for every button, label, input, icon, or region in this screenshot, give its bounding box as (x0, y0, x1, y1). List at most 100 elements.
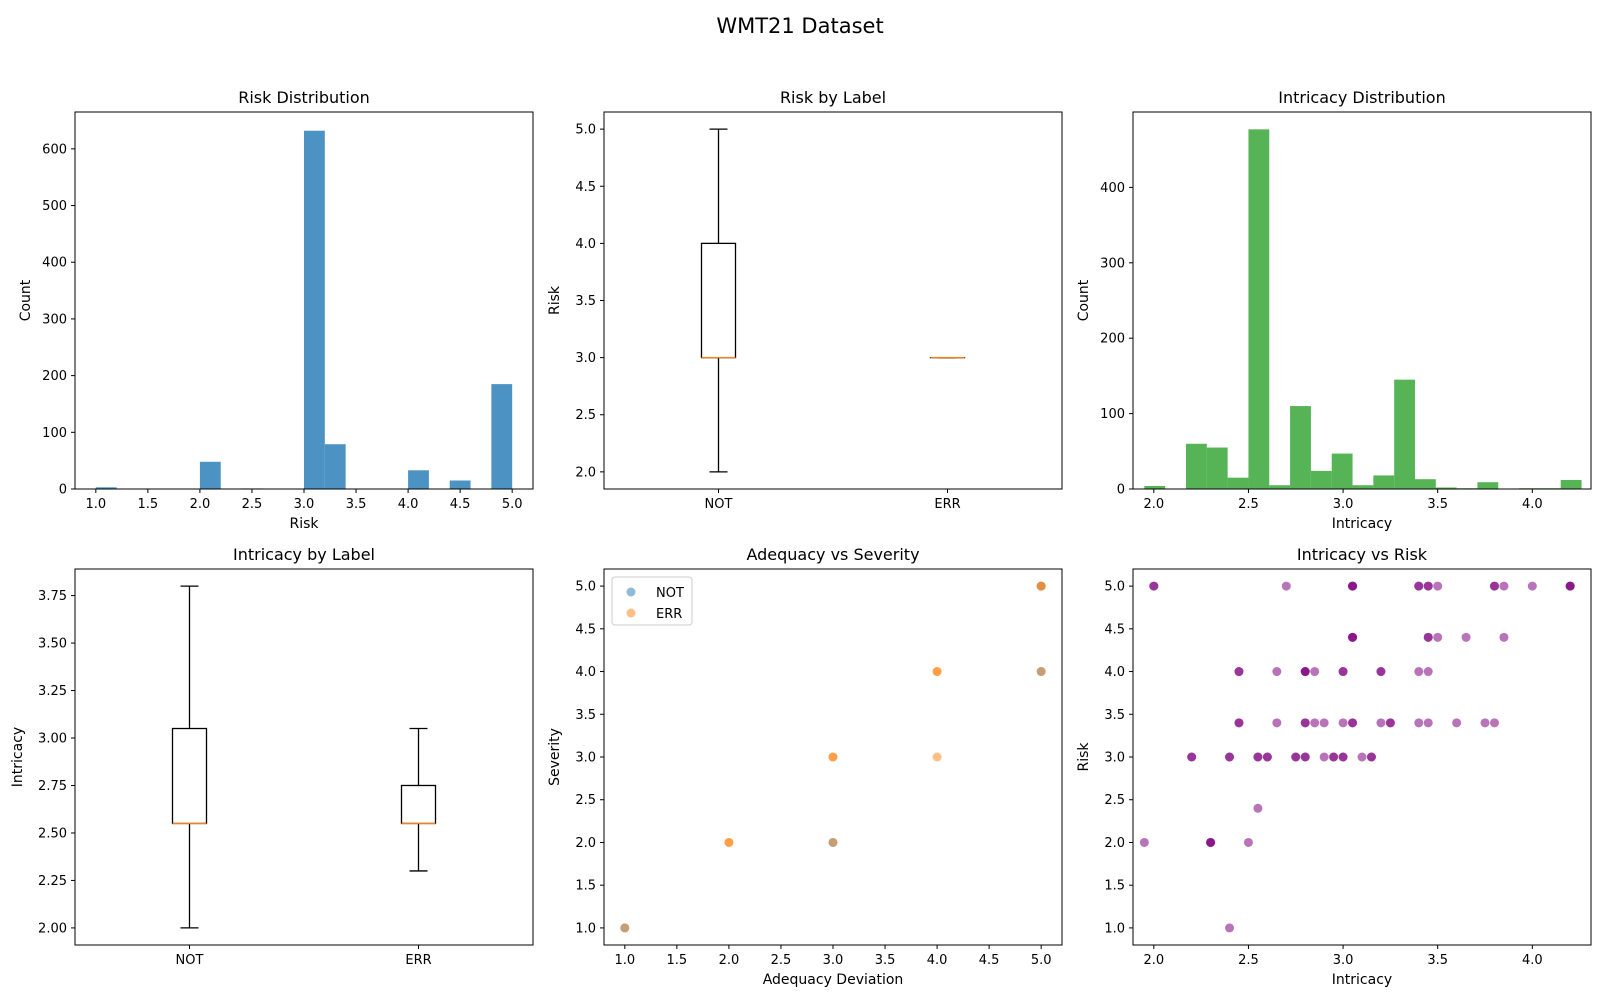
x-axis-label: Adequacy Deviation (763, 972, 904, 988)
legend-marker-err (626, 608, 636, 618)
y-tick-label: 4.0 (575, 237, 596, 252)
x-tick-label: 4.5 (979, 953, 1000, 968)
bar-1 (199, 461, 221, 489)
y-tick-label: 3.5 (575, 708, 596, 723)
point (1243, 837, 1253, 847)
x-tick-label: 3.5 (1427, 953, 1448, 968)
point (1376, 667, 1386, 677)
x-tick-label: 1.5 (667, 953, 688, 968)
point (1310, 667, 1320, 677)
y-tick-label: 400 (42, 256, 67, 271)
bar-12 (1414, 479, 1436, 489)
y-tick-label: 2.5 (575, 793, 596, 808)
bar-5 (1269, 485, 1291, 489)
chart-title: Intricacy vs Risk (1297, 545, 1428, 564)
bar-18 (1560, 479, 1582, 489)
point (1338, 667, 1348, 677)
y-tick-label: 5.0 (575, 123, 596, 138)
x-tick-label: 2.0 (1143, 953, 1164, 968)
chart-intricacy_risk_scatter: 2.0 2.5 3.0 3.5 4.0 1.0 1.5 2.0 2.5 3.0 3.5 4.0 4.5 5… (1076, 545, 1592, 988)
bar-8 (1331, 453, 1353, 489)
bar-13 (1435, 487, 1457, 489)
point (1452, 718, 1462, 728)
y-axis-label: Count (1076, 279, 1092, 321)
y-tick-label: 3.5 (575, 294, 596, 309)
bar-3 (304, 130, 325, 490)
point (1234, 718, 1244, 728)
y-tick-label: 100 (42, 426, 67, 441)
x-tick-label: ERR (405, 953, 431, 968)
point (828, 837, 838, 847)
x-tick-label: 4.0 (1522, 497, 1543, 512)
x-axis-label: Intricacy (1332, 516, 1392, 532)
bar-3 (1227, 477, 1249, 489)
box-body (400, 784, 437, 825)
point (1234, 667, 1244, 677)
point (1480, 718, 1490, 728)
x-tick-label: 2.5 (771, 953, 792, 968)
bar-9 (1352, 485, 1374, 489)
x-tick-label: 2.5 (242, 497, 263, 512)
series-err (620, 581, 1046, 933)
point (1187, 752, 1197, 762)
x-tick-label: 1.0 (614, 953, 635, 968)
x-tick-label: 4.0 (1522, 953, 1543, 968)
y-tick-label: 300 (1100, 256, 1125, 271)
y-tick-label: 4.0 (1104, 665, 1125, 680)
point (1036, 581, 1046, 591)
point (1414, 718, 1424, 728)
point (1300, 752, 1310, 762)
plot-frame (74, 568, 534, 946)
point (1499, 581, 1509, 591)
y-tick-label: 100 (1100, 407, 1125, 422)
x-tick-label: NOT (176, 953, 204, 968)
point (1489, 718, 1499, 728)
x-axis-label: Intricacy (1332, 972, 1392, 988)
bar-5 (408, 470, 429, 489)
y-tick-label: 3.25 (38, 684, 67, 699)
box-body (171, 727, 208, 825)
x-tick-label: 3.5 (875, 953, 896, 968)
y-tick-label: 5.0 (1104, 580, 1125, 595)
x-tick-label: 2.0 (1143, 497, 1164, 512)
point (1527, 581, 1537, 591)
point (1225, 923, 1235, 933)
chart-adequacy_scatter: 1.0 1.5 2.0 2.5 3.0 3.5 4.0 4.5 5.0 1.0 1.5 2.0 2.5 3… (547, 545, 1063, 988)
chart-title: Adequacy vs Severity (746, 545, 919, 564)
point (1499, 632, 1509, 642)
point (724, 837, 734, 847)
x-tick-label: NOT (705, 497, 733, 512)
y-tick-label: 3.0 (575, 351, 596, 366)
y-tick-label: 3.5 (1104, 708, 1125, 723)
y-axis-label: Risk (1076, 742, 1092, 772)
y-axis-label: Count (18, 279, 34, 321)
box-not (171, 585, 208, 929)
y-tick-label: 3.00 (38, 732, 67, 747)
legend-label-err: ERR (656, 607, 682, 622)
chart-risk_hist: 1.0 1.5 2.0 2.5 3.0 3.5 4.0 4.5 5.0 0 100 200 300 400… (18, 88, 534, 532)
point (1433, 632, 1443, 642)
point (1461, 632, 1471, 642)
chart-title: Intricacy by Label (233, 545, 375, 564)
y-tick-label: 1.5 (575, 879, 596, 894)
point (932, 667, 942, 677)
legend: NOT ERR (611, 576, 693, 626)
point (1253, 803, 1263, 813)
y-tick-label: 200 (42, 369, 67, 384)
bar-0 (1144, 485, 1166, 489)
x-tick-label: 2.5 (1238, 497, 1259, 512)
point (828, 752, 838, 762)
y-tick-label: 2.0 (1104, 836, 1125, 851)
point (1272, 667, 1282, 677)
point (1319, 752, 1329, 762)
box-not (700, 128, 737, 473)
y-tick-label: 5.0 (575, 580, 596, 595)
y-tick-label: 200 (1100, 332, 1125, 347)
x-tick-label: 4.5 (450, 497, 471, 512)
x-tick-label: 5.0 (502, 497, 523, 512)
y-tick-label: 600 (42, 142, 67, 157)
box-err (400, 727, 437, 872)
x-axis-label: Risk (289, 516, 319, 532)
y-tick-label: 4.5 (1104, 622, 1125, 637)
x-tick-label: 1.0 (85, 497, 106, 512)
